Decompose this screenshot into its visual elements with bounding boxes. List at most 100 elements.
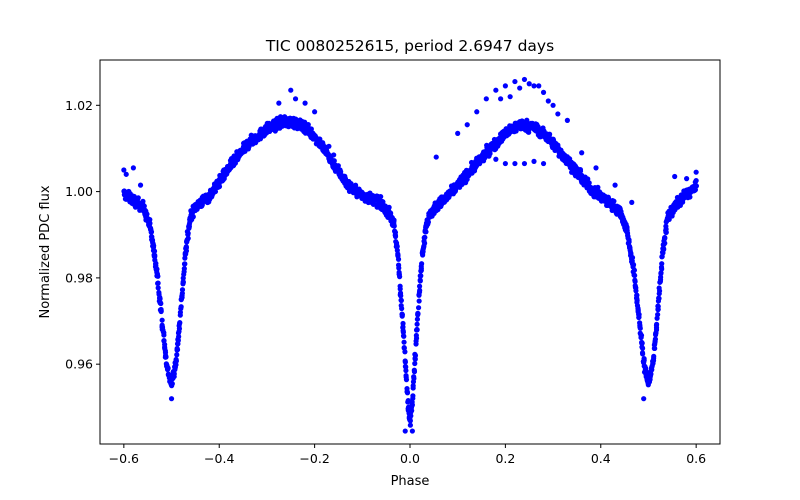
data-point — [425, 219, 431, 225]
data-point — [380, 199, 386, 205]
data-point — [386, 204, 392, 210]
data-point — [626, 239, 632, 245]
data-point — [378, 194, 384, 200]
data-point — [416, 283, 423, 289]
data-point — [672, 173, 678, 180]
data-point — [512, 78, 518, 85]
data-point — [292, 96, 299, 102]
data-point — [392, 232, 399, 239]
data-point — [413, 341, 419, 347]
data-point — [455, 130, 461, 136]
data-point — [585, 176, 591, 182]
x-axis-label: Phase — [391, 474, 430, 489]
data-point — [399, 305, 405, 312]
data-point — [414, 316, 421, 322]
data-point — [396, 265, 402, 271]
y-tick-label: 0.98 — [65, 270, 93, 285]
data-point — [655, 303, 661, 310]
data-point — [418, 273, 424, 279]
data-point — [398, 297, 404, 304]
x-tick-label: 0.6 — [686, 451, 706, 466]
data-point — [140, 198, 146, 204]
data-point — [579, 150, 585, 156]
data-point — [405, 398, 411, 404]
data-point — [639, 345, 646, 351]
data-point — [661, 246, 667, 252]
data-point — [174, 347, 181, 353]
data-point — [422, 240, 428, 246]
data-point — [137, 182, 144, 188]
data-point — [540, 160, 547, 167]
data-point — [135, 195, 141, 201]
data-point — [521, 160, 528, 167]
data-point — [641, 396, 647, 402]
data-point — [662, 240, 668, 246]
data-point — [420, 249, 426, 255]
data-point — [216, 183, 223, 190]
data-point — [402, 358, 408, 364]
data-point — [656, 288, 663, 294]
data-point — [403, 372, 409, 379]
data-point — [416, 289, 423, 295]
data-point — [693, 183, 700, 189]
data-point — [507, 94, 513, 100]
x-tick-label: 0.2 — [495, 451, 515, 466]
data-point — [414, 326, 420, 333]
data-point — [409, 402, 415, 408]
data-point — [155, 280, 161, 286]
data-point — [190, 214, 196, 220]
data-point — [555, 111, 561, 117]
plot-frame — [99, 59, 721, 445]
y-tick-label: 0.96 — [65, 357, 93, 372]
data-point — [151, 248, 158, 254]
data-point — [395, 256, 402, 262]
data-point — [335, 163, 341, 169]
data-point — [288, 87, 294, 93]
x-tick-label: −0.4 — [204, 451, 234, 466]
data-point — [631, 267, 638, 273]
data-point — [502, 83, 508, 89]
data-point — [512, 160, 518, 167]
data-point — [593, 165, 599, 171]
data-point — [404, 389, 410, 395]
data-point — [157, 296, 163, 302]
data-point — [403, 367, 409, 374]
data-point — [400, 329, 406, 335]
data-point — [305, 122, 311, 128]
data-point — [183, 248, 190, 254]
data-point — [493, 87, 499, 93]
y-tick-label: 1.02 — [65, 98, 93, 113]
data-point — [179, 287, 186, 293]
data-point — [302, 100, 308, 106]
data-point — [399, 312, 405, 318]
data-point — [165, 365, 171, 371]
data-point — [162, 349, 169, 356]
data-point — [412, 360, 418, 367]
data-point — [410, 385, 416, 391]
data-point — [577, 168, 584, 174]
data-point — [653, 327, 660, 333]
data-point — [169, 381, 175, 387]
data-point — [331, 152, 337, 158]
data-point — [415, 311, 421, 317]
data-point — [531, 83, 537, 89]
data-point — [654, 321, 660, 327]
data-point — [409, 428, 415, 434]
data-point — [159, 317, 165, 323]
data-point — [659, 261, 665, 267]
data-point — [186, 223, 192, 230]
x-tick-label: 0.0 — [400, 451, 420, 466]
data-point — [545, 98, 551, 104]
data-point — [540, 89, 547, 95]
data-point — [173, 356, 179, 363]
data-point — [693, 177, 699, 184]
data-point — [633, 288, 639, 294]
data-point — [121, 167, 127, 173]
data-point — [158, 300, 164, 307]
data-point — [415, 305, 422, 311]
data-point — [401, 333, 407, 339]
data-point — [629, 254, 636, 261]
data-point — [624, 224, 630, 230]
